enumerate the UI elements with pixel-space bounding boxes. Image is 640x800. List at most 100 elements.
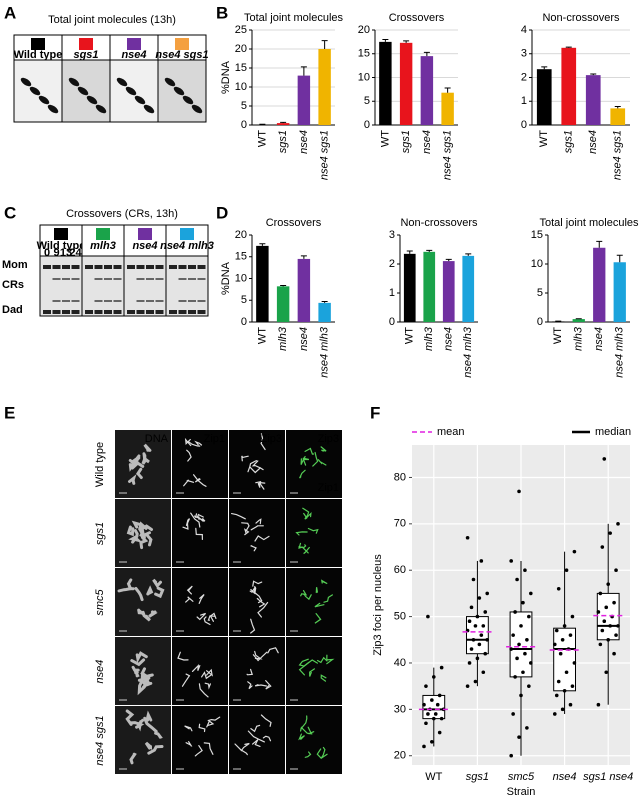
gel-band [155,278,164,280]
chromosome [143,716,158,733]
x-tick-label: WT [425,771,442,783]
column-label: DNA [145,433,169,445]
chromosome [146,585,154,596]
gel-band [43,310,51,314]
gel-band [197,300,206,302]
chromosome [257,481,266,488]
chromosome [141,676,151,689]
chart-title: Non-crossovers [542,12,620,24]
panel-letter: A [4,3,16,22]
gel-band [52,300,61,302]
gel-spot [29,86,41,96]
error-bar [426,249,433,252]
y-tick-label: 0 [364,119,370,131]
gel-band [113,310,122,314]
chromosome [241,522,250,532]
point [519,693,523,698]
point [596,610,601,614]
point [437,730,442,735]
micrograph [115,568,171,636]
point [523,568,527,573]
chromosome [295,531,308,536]
chromosome [240,742,250,752]
x-tick-label: nse4 mlh3 [319,326,331,378]
point [517,489,521,494]
column-label: Zip1 [204,433,225,445]
bar [399,42,413,126]
x-tick-label: sgs1 nse4 [583,771,633,783]
bar [256,245,269,322]
chromosome [198,594,205,604]
chromosome [321,746,326,758]
micrograph [229,637,285,705]
gel-band [94,310,103,314]
x-tick-label: sgs1 [563,130,575,153]
point [572,661,577,665]
point [552,712,557,716]
bar [610,108,626,125]
point [600,545,605,549]
gel-band [71,310,80,314]
lane-label: Wild type [37,240,86,252]
box [422,694,446,720]
bar [403,253,416,322]
chromosome [128,474,137,485]
chromosome [207,615,216,621]
chromosome [304,511,312,520]
chromosome [129,752,137,765]
error-bar [565,46,572,48]
point [570,614,575,619]
column-label: Zip3 [261,433,282,445]
chromosome [256,597,266,608]
chromosome [145,710,153,722]
gel-spot [77,86,89,96]
x-tick-label: nse4 [298,327,310,351]
row-label: nse4 sgs1 [94,715,106,765]
chromosome [303,659,318,667]
y-tick-label: 15 [531,229,543,241]
y-tick-label: 0 [537,316,543,328]
point [471,637,476,642]
gel-band [85,265,93,269]
error-bar [616,254,623,263]
point [513,675,517,679]
y-tick-label: 20 [394,750,406,762]
bar [536,69,552,125]
error-bar [403,40,410,43]
x-tick-label: nse4 mlh3 [462,326,474,378]
error-bar [614,105,621,109]
chromosome [267,647,279,654]
chromosome [136,467,143,479]
point [564,568,569,573]
chromosome [234,743,248,756]
gel-band [94,300,103,302]
point [517,735,521,739]
chromosome [303,546,310,555]
point [422,744,426,749]
point [469,647,474,651]
lane-swatch [79,38,93,50]
merge-label: Zip3 [318,433,339,445]
x-tick-label: WT [538,130,550,147]
point [467,661,472,665]
bar [318,49,331,125]
error-bar [590,73,597,76]
lane-label: sgs1 [73,49,98,61]
x-tick-label: WT [256,130,268,147]
bar [613,262,626,322]
point [485,637,490,642]
gel-band [62,310,70,314]
point [437,693,442,698]
chromosome [326,654,335,665]
band-label: Mom [2,259,28,271]
x-tick-label: sgs1 [277,130,289,153]
x-tick-label: WT [256,327,268,344]
y-tick-label: 20 [358,24,370,36]
chromosome [320,674,327,682]
chromosome [251,460,261,469]
bar [318,302,331,322]
lane-swatch [138,228,152,240]
chromosome [250,618,256,634]
chromosome [249,466,264,474]
